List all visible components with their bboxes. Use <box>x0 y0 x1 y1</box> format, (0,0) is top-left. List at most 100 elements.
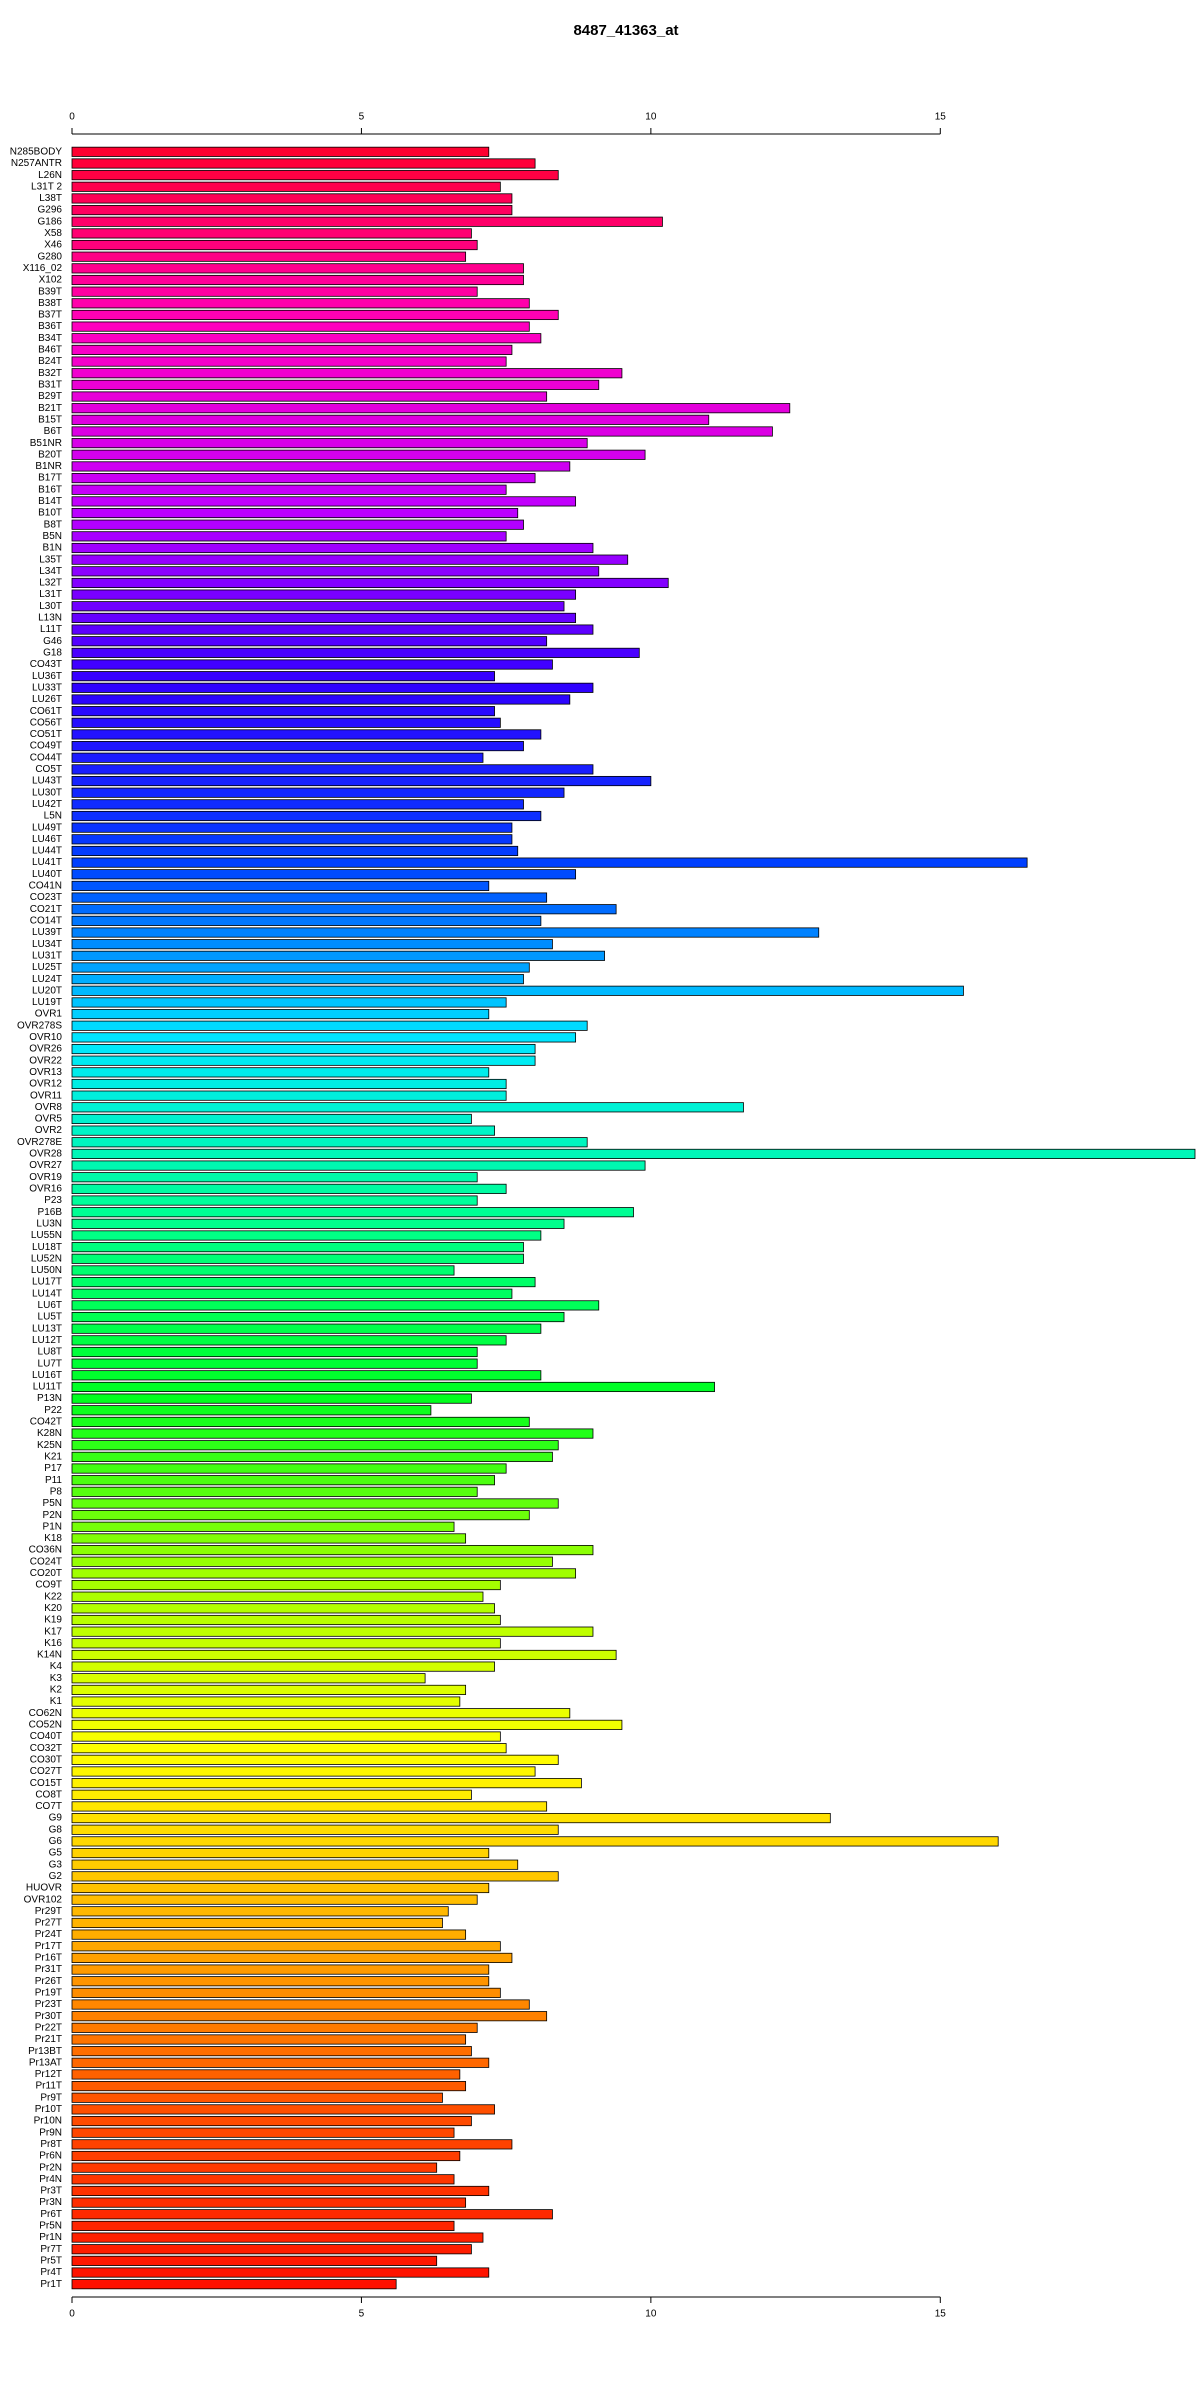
bar <box>71 1137 588 1148</box>
y-tick-label: LU39T <box>32 927 62 938</box>
bar <box>71 344 513 355</box>
bar <box>71 2174 455 2185</box>
bar <box>71 752 484 763</box>
y-tick-label: CO52N <box>29 1720 62 1731</box>
bar <box>71 1428 594 1439</box>
y-tick-label: B34T <box>38 333 62 344</box>
y-tick-label: LU11T <box>33 1382 62 1393</box>
bar <box>71 449 646 460</box>
y-tick-label: B37T <box>38 310 62 321</box>
y-tick-label: CO42T <box>30 1417 62 1428</box>
bar <box>71 2267 490 2278</box>
bar <box>71 1871 559 1882</box>
y-tick-label: K22 <box>44 1591 62 1602</box>
bar <box>71 1183 507 1194</box>
bar <box>71 298 530 309</box>
y-tick-label: L38T <box>39 193 62 204</box>
y-tick-label: L35T <box>39 554 62 565</box>
y-tick-label: LU40T <box>32 869 62 880</box>
y-tick-label: Pr27T <box>35 1918 62 1929</box>
bar <box>71 601 565 612</box>
bar <box>71 391 548 402</box>
bar <box>71 822 513 833</box>
bar <box>71 1346 478 1358</box>
x-tick-label: 0 <box>69 2309 75 2320</box>
bar <box>71 682 594 693</box>
bar <box>71 1859 519 1870</box>
y-tick-label: OVR10 <box>29 1032 62 1043</box>
y-tick-label: P23 <box>44 1195 62 1206</box>
bar <box>71 193 513 204</box>
bar <box>71 2022 478 2033</box>
bar <box>71 2115 472 2127</box>
bar <box>71 1405 432 1416</box>
y-tick-label: CO23T <box>30 892 62 903</box>
y-tick-label: Pr5T <box>40 2256 62 2267</box>
y-tick-label: P16B <box>38 1207 63 1218</box>
bar <box>71 1218 565 1229</box>
y-tick-label: CO43T <box>30 659 62 670</box>
y-tick-label: CO40T <box>30 1731 62 1742</box>
y-tick-label: P13N <box>37 1393 62 1404</box>
bar <box>71 1894 478 1905</box>
y-tick-label: G8 <box>49 1824 63 1835</box>
y-tick-label: G296 <box>38 205 63 216</box>
y-tick-label: LU34T <box>32 939 62 950</box>
bar <box>71 1614 501 1626</box>
y-tick-label: L34T <box>39 566 62 577</box>
y-tick-label: CO30T <box>30 1754 62 1765</box>
y-tick-label: G6 <box>49 1836 63 1847</box>
bar <box>71 1929 467 1940</box>
bar <box>71 1603 495 1614</box>
y-tick-label: Pr30T <box>35 2011 62 2022</box>
y-tick-label: LU13T <box>32 1323 62 1334</box>
bar <box>71 1789 472 1800</box>
bar <box>71 799 524 810</box>
bar <box>71 2197 467 2208</box>
bar <box>71 1696 461 1707</box>
y-tick-label: P1N <box>43 1521 62 1532</box>
y-tick-label: CO61T <box>30 706 62 717</box>
bar <box>71 694 571 705</box>
y-tick-label: L5N <box>44 811 62 822</box>
bar <box>71 1882 490 1894</box>
bar <box>71 1626 594 1637</box>
y-tick-label: CO9T <box>35 1580 62 1591</box>
y-tick-label: OVR1 <box>35 1009 63 1020</box>
bar <box>71 857 1028 868</box>
bar <box>71 1836 999 1847</box>
chart-title: 8487_41363_at <box>573 22 678 39</box>
y-tick-label: Pr12T <box>35 2069 62 2080</box>
y-tick-label: B31T <box>38 380 62 391</box>
y-tick-label: Pr7T <box>40 2244 62 2255</box>
y-tick-label: OVR26 <box>29 1044 62 1055</box>
bar <box>71 1684 467 1695</box>
y-tick-label: Pr8T <box>40 2139 62 2150</box>
bar <box>71 904 617 915</box>
y-tick-label: LU43T <box>32 776 62 787</box>
bar <box>71 2139 513 2150</box>
y-tick-label: B1NR <box>35 461 62 472</box>
y-tick-label: OVR5 <box>35 1114 63 1125</box>
bar <box>71 1510 530 1521</box>
bar <box>71 1009 490 1020</box>
bar <box>71 717 501 728</box>
bar <box>71 1078 507 1090</box>
bar <box>71 1020 588 1031</box>
bar <box>71 1719 623 1730</box>
bar <box>71 671 495 682</box>
bar <box>71 1964 490 1975</box>
bar <box>71 379 600 390</box>
bar <box>71 2255 438 2266</box>
y-tick-label: G5 <box>49 1848 63 1859</box>
y-tick-label: LU26T <box>32 694 62 705</box>
bar <box>71 997 507 1008</box>
bar <box>71 1102 744 1113</box>
bar <box>71 1370 542 1381</box>
bar <box>71 1288 513 1299</box>
bar <box>71 659 553 670</box>
y-tick-label: Pr9T <box>40 2092 62 2103</box>
y-tick-label: Pr1N <box>39 2232 62 2243</box>
bar <box>71 1253 524 1264</box>
